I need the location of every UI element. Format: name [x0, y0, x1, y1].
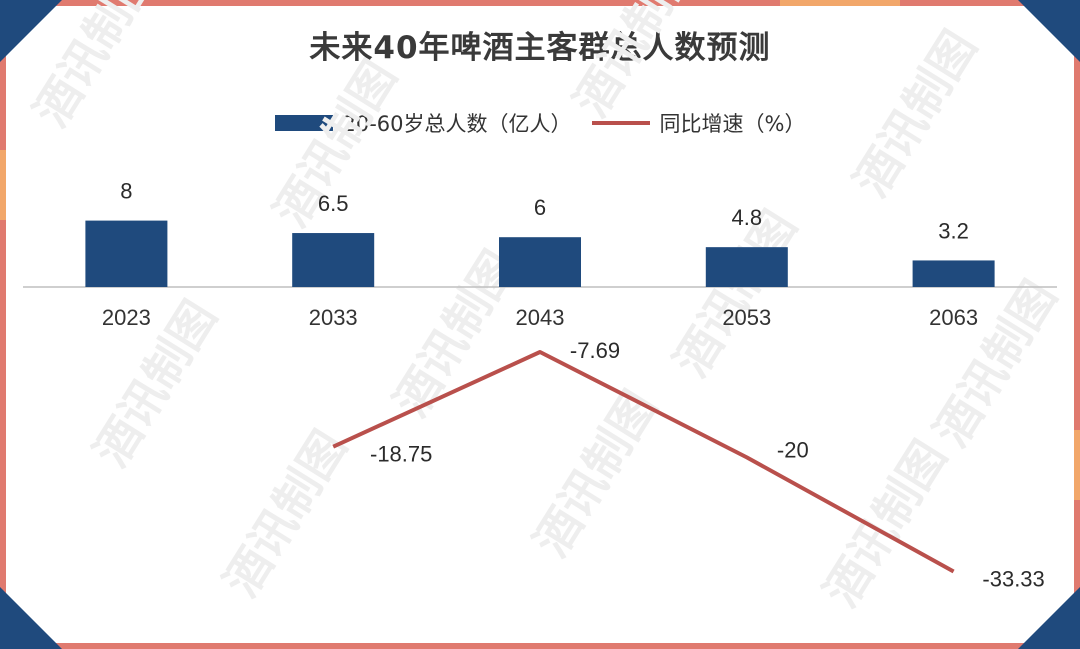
chart-legend: 20-60岁总人数（亿人） 同比增速（%）: [0, 108, 1080, 138]
frame-right-strip: [1074, 0, 1080, 649]
bar: [499, 237, 581, 287]
legend-item-growth: 同比增速（%）: [591, 108, 806, 138]
watermark-text: 酒讯制图: [564, 0, 707, 126]
watermark-text: 酒讯制图: [924, 271, 1067, 456]
legend-item-population: 20-60岁总人数（亿人）: [274, 108, 572, 138]
watermark-text: 酒讯制图: [24, 0, 167, 136]
line-data-label: -7.69: [570, 338, 620, 363]
x-tick-label: 2063: [929, 305, 978, 330]
frame-orange-accent: [1074, 430, 1080, 500]
bar-data-label: 6.5: [318, 191, 349, 216]
bar: [705, 247, 788, 287]
corner-top-left: [0, 0, 62, 62]
legend-bar-swatch: [274, 115, 333, 131]
corner-top-right: [1018, 0, 1080, 62]
frame-left-strip: [0, 0, 6, 649]
bar: [85, 220, 168, 287]
frame-orange-accent: [0, 150, 6, 220]
frame-bottom-strip: [0, 643, 1080, 649]
bar-data-label: 4.8: [732, 205, 763, 230]
watermark-text: 酒讯制图: [214, 421, 357, 606]
x-tick-label: 2033: [309, 305, 358, 330]
corner-bottom-right: [1018, 587, 1080, 649]
bar: [292, 233, 375, 287]
chart-title: 未来40年啤酒主客群总人数预测: [309, 30, 771, 66]
line-data-label: -18.75: [370, 442, 432, 467]
line-data-label: -20: [777, 437, 809, 462]
bar-data-label: 3.2: [938, 218, 969, 243]
x-tick-label: 2053: [722, 305, 771, 330]
watermark-text: 酒讯制图: [844, 21, 987, 206]
line-data-label: -33.33: [982, 566, 1044, 591]
bar: [912, 260, 995, 287]
bar-data-label: 8: [120, 179, 132, 204]
bar-data-label: 6: [534, 195, 546, 220]
legend-label-growth: 同比增速（%）: [659, 112, 806, 136]
corner-bottom-left: [0, 587, 62, 649]
legend-label-population: 20-60岁总人数（亿人）: [342, 112, 572, 136]
x-tick-label: 2023: [102, 305, 151, 330]
legend-line-swatch: [591, 121, 650, 125]
frame-top-strip: [0, 0, 1080, 6]
growth-line: [332, 350, 955, 574]
watermark-text: 酒讯制图: [524, 381, 667, 566]
x-tick-label: 2043: [516, 305, 565, 330]
watermark-text: 酒讯制图: [814, 431, 957, 616]
frame-orange-accent: [780, 0, 900, 6]
